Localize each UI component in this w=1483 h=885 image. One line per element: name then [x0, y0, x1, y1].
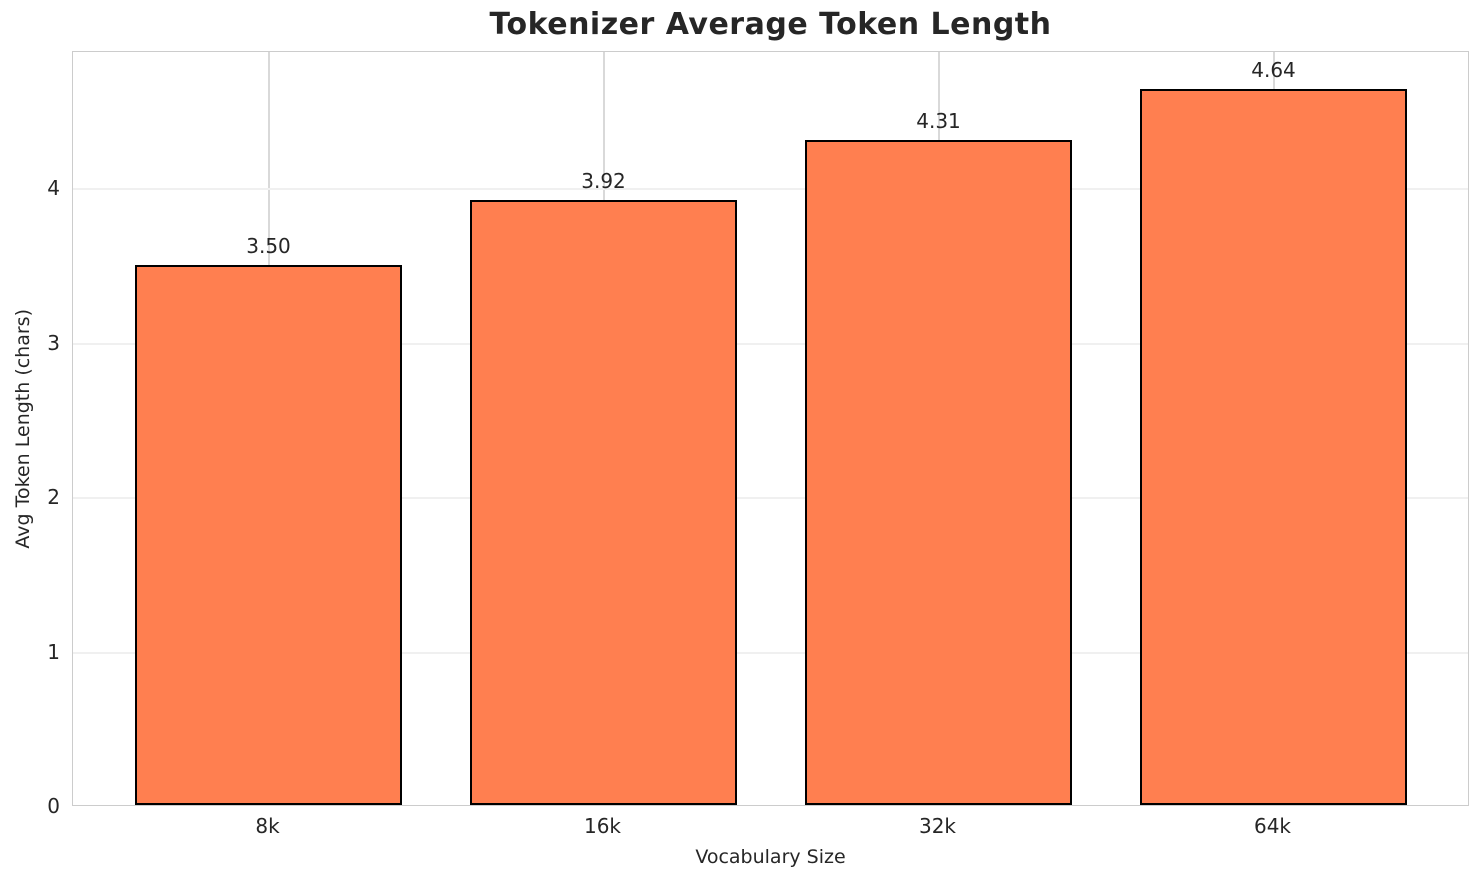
bar-value-label: 4.31 — [916, 108, 961, 133]
h-gridline — [73, 497, 1468, 500]
x-tick-label: 64k — [1253, 814, 1292, 838]
x-axis-label: Vocabulary Size — [695, 846, 846, 868]
x-tick-label: 16k — [583, 814, 622, 838]
bar — [1140, 88, 1407, 805]
bar-value-label: 4.64 — [1251, 57, 1296, 82]
bar — [135, 264, 402, 805]
y-tick-label: 1 — [47, 639, 60, 664]
bar — [470, 199, 737, 805]
x-tick-label: 8k — [255, 814, 280, 838]
h-gridline — [73, 651, 1468, 654]
bar-value-label: 3.92 — [581, 168, 626, 193]
y-tick-label: 4 — [47, 176, 60, 201]
x-tick-label: 32k — [918, 814, 957, 838]
y-tick-label: 0 — [47, 794, 60, 818]
chart-title: Tokenizer Average Token Length — [489, 7, 1052, 42]
y-axis-label-container: Avg Token Length (chars) — [2, 51, 44, 806]
plot-area: 3.50 3.92 4.31 4.64 — [72, 51, 1469, 806]
y-tick-label: 3 — [47, 330, 60, 355]
y-tick-label: 2 — [47, 485, 60, 510]
bar — [805, 139, 1072, 805]
bar-value-label: 3.50 — [246, 233, 291, 258]
h-gridline — [73, 342, 1468, 345]
h-gridline — [73, 188, 1468, 191]
